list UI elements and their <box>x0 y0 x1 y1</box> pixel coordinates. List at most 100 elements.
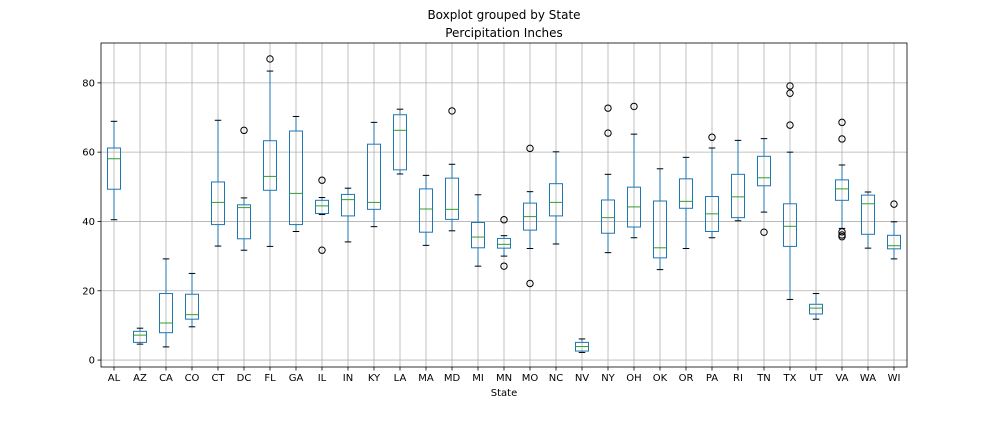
flier-point <box>838 233 846 241</box>
x-tick-label: TN <box>756 373 771 384</box>
flier-point <box>786 121 794 129</box>
box-group-wa <box>861 191 875 249</box>
flier-point <box>838 228 846 236</box>
box-iqr <box>731 173 745 219</box>
box-iqr <box>133 330 147 343</box>
boxes <box>107 55 901 353</box>
box-iqr <box>835 179 849 201</box>
box-iqr <box>549 183 563 217</box>
box-group-la <box>393 108 407 175</box>
flier-point <box>786 89 794 97</box>
x-tick-label: AZ <box>133 373 147 384</box>
x-tick-label: OR <box>679 373 694 384</box>
x-tick-label: IN <box>343 373 353 384</box>
box-group-ma <box>419 174 433 246</box>
flier-point <box>526 279 534 288</box>
box-iqr <box>185 293 199 320</box>
flier-point <box>760 228 768 236</box>
x-tick-label: DC <box>237 373 252 384</box>
x-tick-label: NY <box>601 373 615 384</box>
x-tick-label: UT <box>809 373 823 384</box>
x-tick-label: NC <box>549 373 563 384</box>
grid-lines <box>101 43 907 367</box>
flier-point <box>708 133 716 141</box>
x-tick-label: OK <box>653 373 668 384</box>
box-group-fl <box>263 55 277 247</box>
box-iqr <box>471 221 485 249</box>
x-tick-label: WI <box>888 373 901 384</box>
x-tick-label: PA <box>706 373 718 384</box>
box-group-il <box>315 176 329 254</box>
x-tick-label: MD <box>444 373 461 384</box>
box-group-ok <box>653 168 667 271</box>
box-group-pa <box>705 133 719 239</box>
flier-point <box>526 144 534 153</box>
x-tick-label: CA <box>159 373 173 384</box>
x-tick-label: CO <box>185 373 200 384</box>
x-axis-label: State <box>491 388 517 399</box>
x-tick-label: LA <box>394 373 407 384</box>
box-group-ct <box>211 119 225 247</box>
box-iqr <box>159 293 173 334</box>
chart-suptitle: Boxplot grouped by State <box>427 8 580 22</box>
box-iqr <box>315 199 329 214</box>
box-iqr <box>367 143 381 210</box>
box-iqr <box>497 237 511 249</box>
box-iqr <box>861 194 875 235</box>
box-group-ut <box>809 293 823 320</box>
box-group-ny <box>601 104 615 254</box>
box-group-mi <box>471 194 485 267</box>
box-group-va <box>835 118 849 241</box>
box-group-al <box>107 120 121 221</box>
flier-point <box>500 216 508 224</box>
box-iqr <box>887 234 901 250</box>
flier-point <box>604 129 612 137</box>
x-tick-label: GA <box>289 373 304 384</box>
box-iqr <box>289 130 303 226</box>
x-tick-label: TX <box>783 373 797 384</box>
x-tick-label: MO <box>522 373 539 384</box>
box-iqr <box>601 199 615 234</box>
chart-title: Percipitation Inches <box>445 26 563 40</box>
x-tick-label: MN <box>496 373 512 384</box>
box-iqr <box>393 114 407 171</box>
y-tick-label: 20 <box>82 286 95 297</box>
axes: 0 20 40 60 80 AL AZ CA CO CT DC FL GA IL IN KY LA MA MD MI M… <box>82 42 908 384</box>
box-group-az <box>133 327 147 345</box>
y-tick-label: 0 <box>89 356 95 367</box>
box-iqr <box>783 203 797 247</box>
box-iqr <box>211 181 225 226</box>
box-group-nc <box>549 151 563 245</box>
flier-point <box>266 55 274 63</box>
box-group-co <box>185 272 199 328</box>
flier-point <box>838 118 846 127</box>
box-iqr <box>445 177 459 220</box>
x-tick-label: IL <box>318 373 327 384</box>
flier-point <box>604 104 612 112</box>
box-iqr <box>653 200 667 259</box>
box-group-dc <box>237 126 251 251</box>
y-tick-label: 40 <box>82 217 95 228</box>
box-group-ga <box>289 115 303 233</box>
x-tick-label: KY <box>368 373 381 384</box>
box-group-md <box>445 107 459 232</box>
box-iqr <box>263 140 277 191</box>
box-iqr <box>419 188 433 233</box>
x-tick-label: RI <box>733 373 743 384</box>
x-tick-label: OH <box>626 373 641 384</box>
flier-point <box>786 82 794 90</box>
box-group-in <box>341 187 355 243</box>
box-iqr <box>809 303 823 315</box>
x-tick-label: NV <box>575 373 589 384</box>
flier-point <box>838 135 846 143</box>
box-group-mn <box>497 216 511 270</box>
flier-point <box>630 102 638 111</box>
y-tick-label: 60 <box>82 148 95 159</box>
box-iqr <box>679 178 693 209</box>
box-group-ky <box>367 121 381 228</box>
flier-point <box>318 246 326 254</box>
box-group-nv <box>575 338 589 353</box>
box-group-or <box>679 156 693 249</box>
flier-point <box>448 107 456 115</box>
